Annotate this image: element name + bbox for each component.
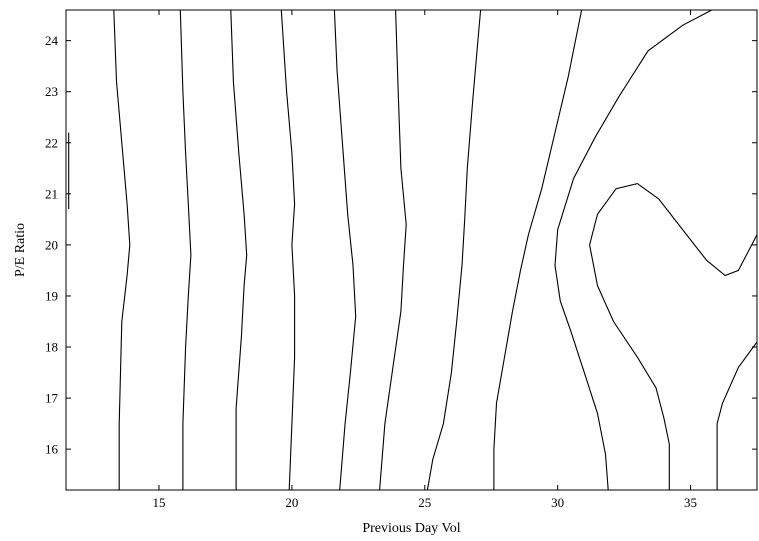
- y-axis-label: P/E Ratio: [13, 223, 28, 277]
- y-tick-label-18: 18: [45, 340, 58, 355]
- x-tick-label-25: 25: [418, 495, 431, 510]
- y-tick-label-16: 16: [45, 442, 59, 457]
- y-axis-ticks: 16 17 18 19 20 21 22 23 24: [45, 33, 757, 457]
- contour-line-2: [113, 9, 131, 490]
- x-axis-label: Previous Day Vol: [362, 521, 460, 536]
- x-tick-label-20: 20: [285, 495, 298, 510]
- contour-line-12: [716, 341, 758, 490]
- contour-line-10: [554, 9, 713, 491]
- contour-line-6: [333, 9, 357, 491]
- y-tick-label-20: 20: [45, 237, 58, 252]
- contour-line-5: [280, 9, 296, 491]
- y-tick-label-24: 24: [45, 33, 59, 48]
- x-axis-ticks: 15 20 25 30 35: [153, 10, 697, 510]
- y-tick-label-21: 21: [45, 186, 58, 201]
- plot-area: 15 20 25 30 35 16 17 18 19 20 21 22 23 24: [45, 9, 758, 510]
- contour-line-11: [589, 183, 758, 490]
- contour-line-8: [426, 9, 482, 491]
- contour-line-4: [230, 9, 248, 490]
- y-tick-label-17: 17: [45, 391, 59, 406]
- y-tick-label-23: 23: [45, 84, 58, 99]
- x-tick-label-15: 15: [153, 495, 166, 510]
- contour-line-9: [493, 9, 583, 490]
- contour-line-3: [179, 9, 192, 490]
- y-tick-label-22: 22: [45, 135, 58, 150]
- axes-frame: [65, 9, 758, 491]
- contour-line-7: [379, 9, 407, 491]
- x-tick-label-35: 35: [684, 495, 697, 510]
- y-tick-label-19: 19: [45, 288, 58, 303]
- x-tick-label-30: 30: [551, 495, 564, 510]
- contour-lines: [68, 9, 758, 491]
